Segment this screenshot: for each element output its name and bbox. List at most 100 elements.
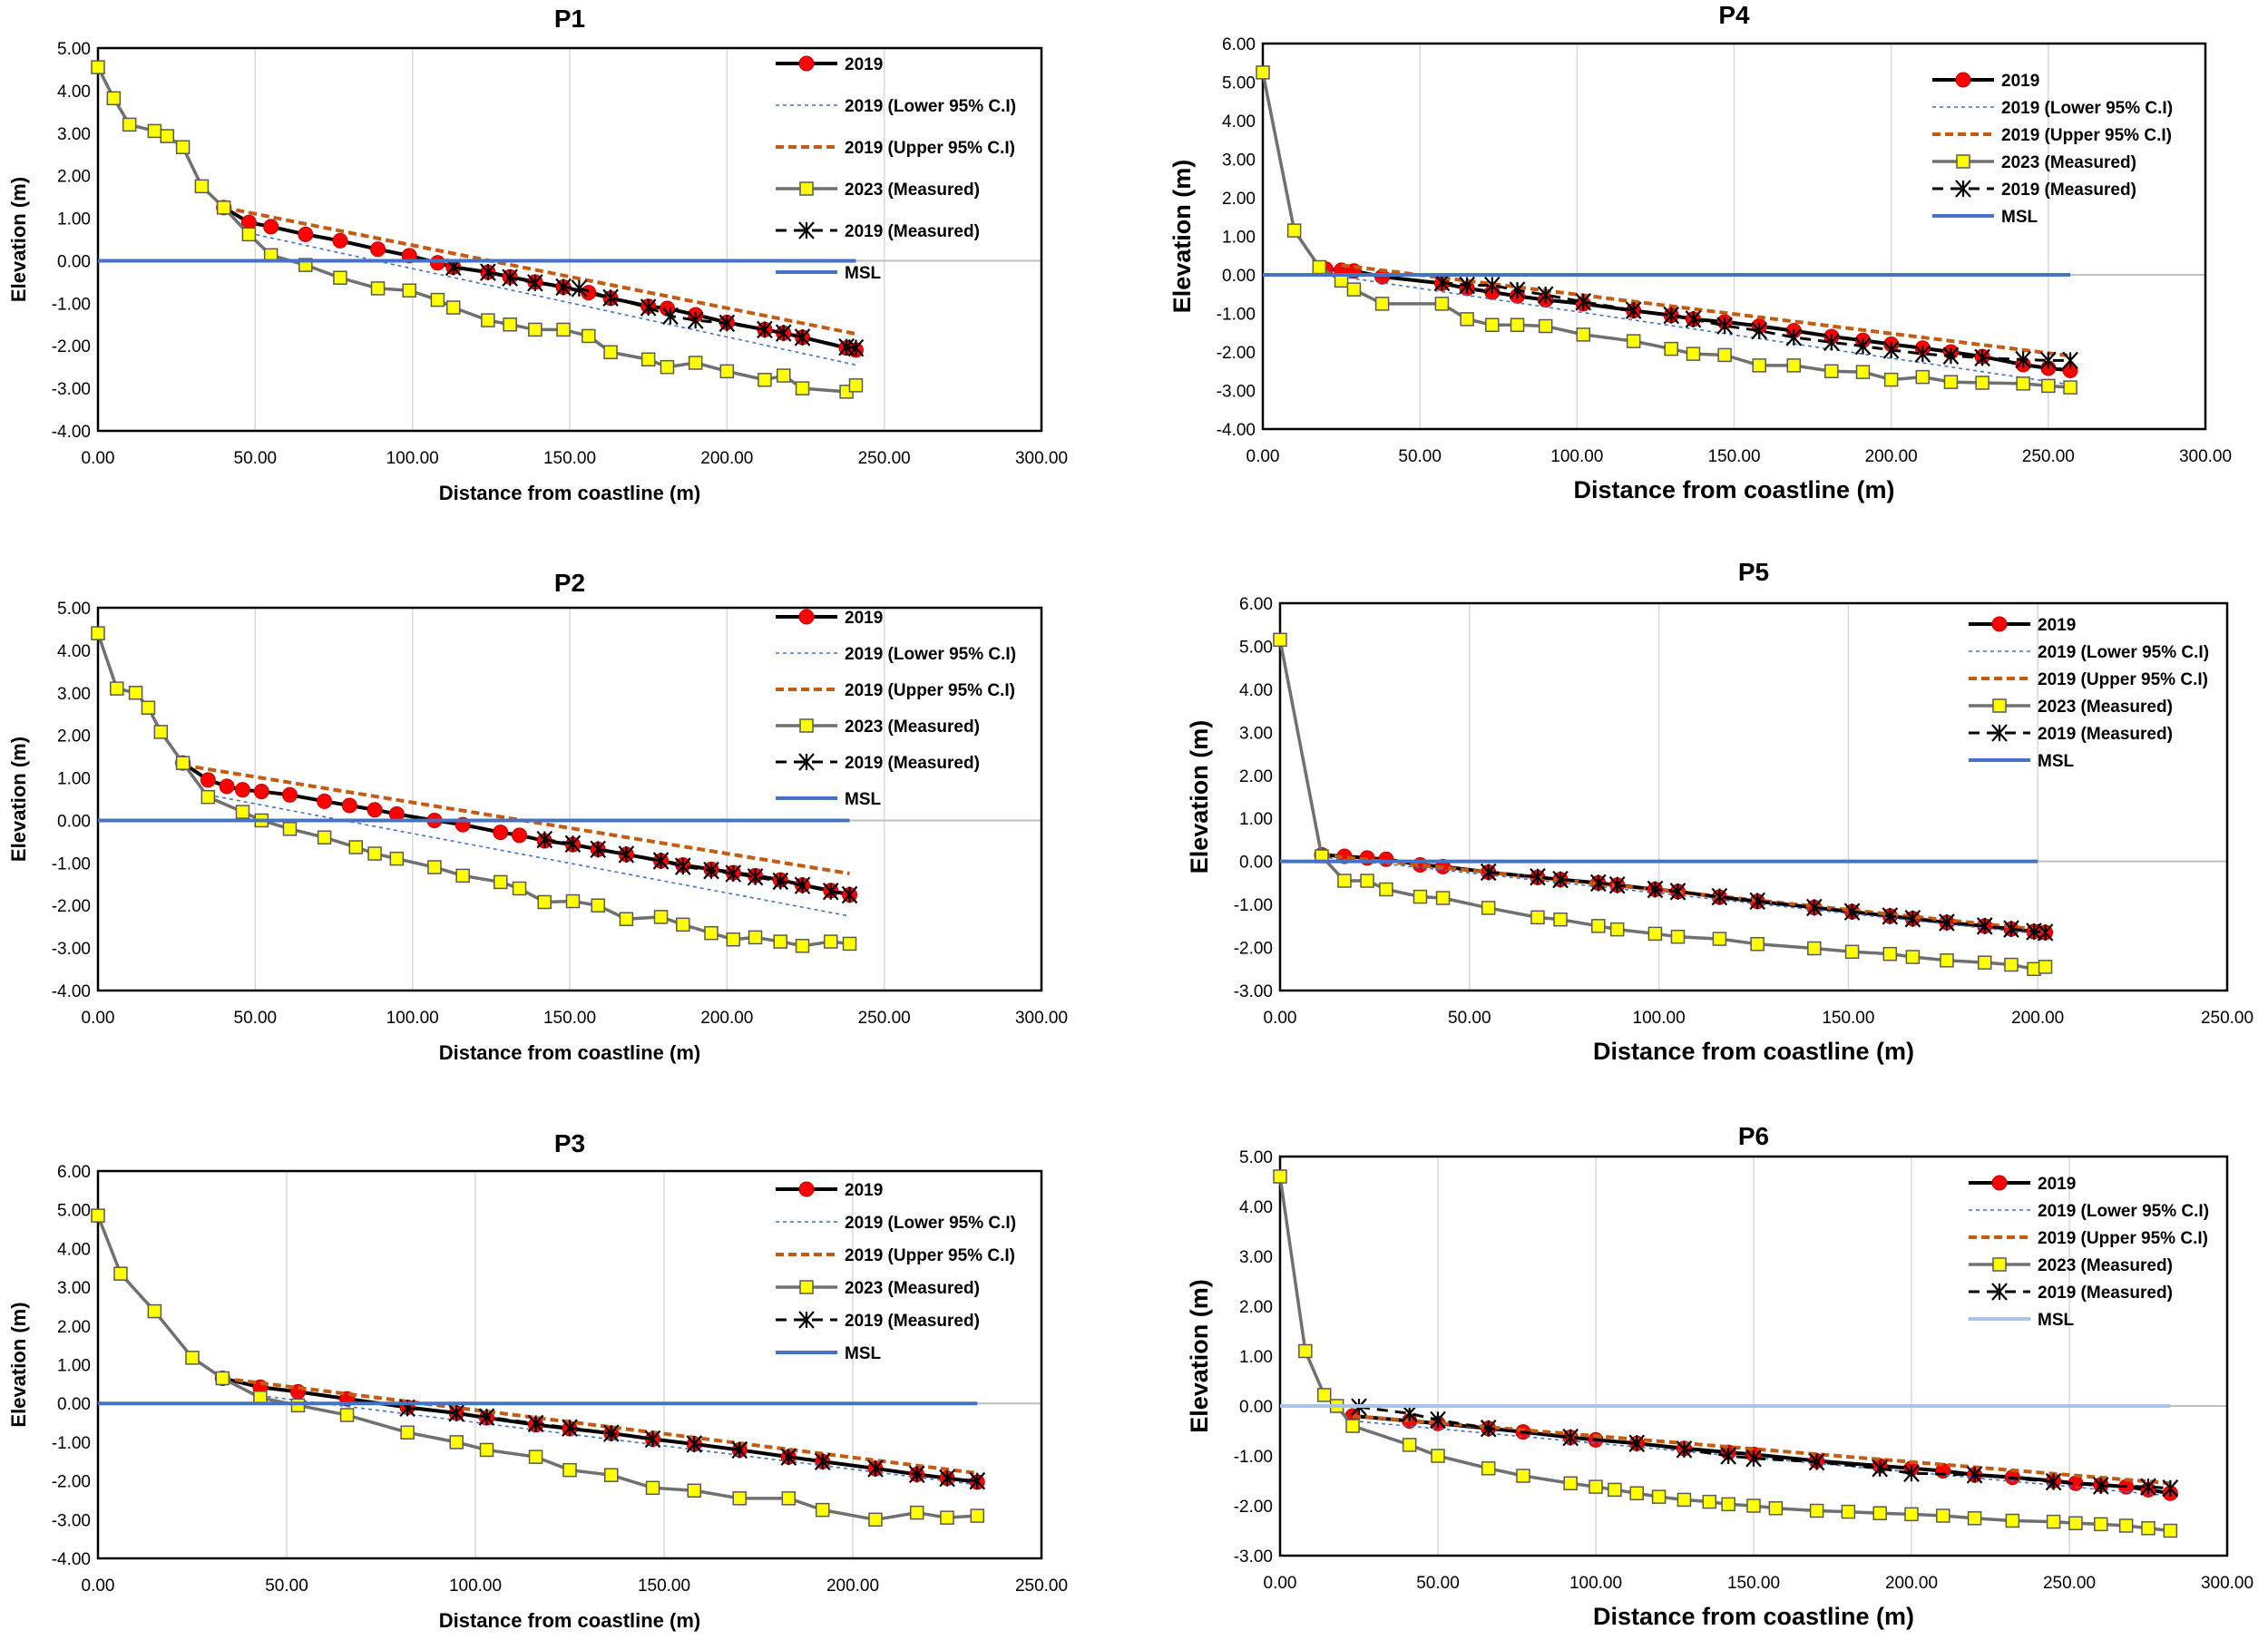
- data-point: [1431, 1449, 1445, 1463]
- data-point: [2005, 1513, 2020, 1528]
- data-point: [367, 802, 383, 818]
- x-tick-label: 0.00: [82, 449, 115, 468]
- data-point: [645, 1480, 660, 1496]
- series-2019-lower-95-c-i-: [249, 232, 856, 366]
- y-tick-label: -2.00: [52, 337, 91, 356]
- data-point: [1378, 851, 1394, 867]
- data-point: [1823, 333, 1840, 352]
- chart-p3: 0.00 50.00 100.00 150.00 200.00 250.00 -4.00 -3…: [7, 1129, 1068, 1632]
- data-point: [481, 313, 495, 327]
- series-2019-measured-: [445, 258, 865, 357]
- series-line: [249, 232, 856, 366]
- series-2019-upper-95-c-i-: [1352, 1414, 2171, 1486]
- data-point: [1435, 891, 1451, 905]
- data-point: [1538, 318, 1553, 334]
- plot-frame: [1261, 42, 2207, 431]
- series-line: [1321, 856, 2046, 936]
- data-point: [618, 845, 635, 864]
- data-point: [814, 1452, 831, 1470]
- series-line: [1358, 1405, 2171, 1490]
- series-2019-measured-: [399, 1399, 986, 1490]
- data-point: [1516, 1469, 1530, 1483]
- y-tick-label: 4.00: [1222, 112, 1256, 132]
- y-tick-label: -3.00: [1234, 982, 1273, 1001]
- data-point: [317, 793, 333, 809]
- data-point: [235, 805, 250, 819]
- data-point: [2045, 1472, 2062, 1491]
- data-point: [128, 686, 143, 700]
- y-tick-label: 3.00: [57, 685, 91, 704]
- series-2023-measured-: [1256, 65, 2077, 395]
- data-point: [234, 782, 250, 798]
- chart-title: P1: [554, 5, 585, 33]
- series-line: [406, 1406, 978, 1483]
- y-tick-label: 0.00: [57, 1395, 91, 1414]
- y-tick-label: 6.00: [1239, 595, 1273, 614]
- data-point: [2040, 351, 2057, 370]
- x-tick-label: 200.00: [2011, 1009, 2064, 1028]
- data-point: [1360, 874, 1374, 888]
- series-line: [223, 205, 856, 337]
- data-point: [758, 372, 772, 387]
- legend-label: MSL: [845, 264, 882, 283]
- x-axis-title: Distance from coastline (m): [1593, 1038, 1914, 1065]
- data-point: [175, 140, 191, 155]
- data-point: [1481, 901, 1496, 915]
- y-tick-label: 3.00: [1222, 151, 1256, 171]
- data-point: [2118, 1518, 2134, 1533]
- y-tick-label: -2.00: [52, 1473, 91, 1492]
- x-tick-label: 250.00: [2043, 1574, 2096, 1593]
- data-point: [339, 1408, 355, 1422]
- data-point: [841, 885, 858, 904]
- legend-label: 2019: [2038, 616, 2076, 635]
- data-point: [940, 1510, 954, 1525]
- y-tick-label: -1.00: [52, 1434, 91, 1453]
- data-point: [823, 934, 838, 949]
- series-2019-lower-95-c-i-: [208, 794, 850, 917]
- x-tick-label: 100.00: [386, 1009, 439, 1028]
- data-point: [1966, 1466, 1983, 1484]
- data-point: [794, 876, 811, 894]
- data-point: [241, 227, 257, 242]
- x-tick-label: 250.00: [1015, 1577, 1068, 1596]
- data-point: [1854, 337, 1872, 356]
- legend-marker: [798, 55, 815, 72]
- y-tick-label: 6.00: [1222, 35, 1256, 54]
- data-point: [1721, 1497, 1735, 1512]
- data-point: [1904, 910, 1921, 928]
- data-point: [795, 381, 810, 395]
- legend-label: 2019 (Upper 95% C.I): [845, 139, 1015, 158]
- x-tick-label: 50.00: [234, 449, 278, 468]
- data-point: [582, 328, 596, 344]
- legend-label: 2019 (Measured): [2038, 725, 2173, 744]
- data-point: [194, 179, 210, 194]
- y-tick-label: 6.00: [57, 1163, 91, 1182]
- legend-marker: [1991, 724, 2008, 742]
- data-point: [2062, 351, 2078, 370]
- data-point: [147, 1303, 162, 1319]
- y-axis-title: Elevation (m): [1186, 720, 1213, 874]
- data-point: [1809, 1503, 1824, 1518]
- data-point: [113, 1266, 128, 1281]
- y-tick-label: -3.00: [1234, 1547, 1273, 1567]
- y-tick-label: 1.00: [57, 210, 91, 229]
- y-tick-label: 5.00: [1222, 74, 1256, 93]
- data-point: [536, 830, 553, 849]
- data-point: [969, 1471, 986, 1490]
- y-tick-label: 0.00: [1239, 1398, 1273, 1417]
- data-point: [1685, 310, 1702, 328]
- data-point: [1629, 1486, 1644, 1500]
- x-axis-title: Distance from coastline (m): [1573, 476, 1894, 503]
- data-point: [1430, 1411, 1446, 1430]
- series-2019-lower-95-c-i-: [1352, 1420, 2171, 1497]
- x-tick-label: 100.00: [1633, 1009, 1686, 1028]
- data-point: [795, 939, 810, 953]
- x-axis-title: Distance from coastline (m): [1593, 1603, 1914, 1630]
- data-point: [652, 852, 670, 870]
- series-2019-measured-: [1351, 1398, 2179, 1498]
- y-tick-label: 4.00: [57, 642, 91, 661]
- data-point: [1942, 347, 1960, 365]
- data-point: [449, 1435, 464, 1450]
- data-point: [1591, 919, 1606, 933]
